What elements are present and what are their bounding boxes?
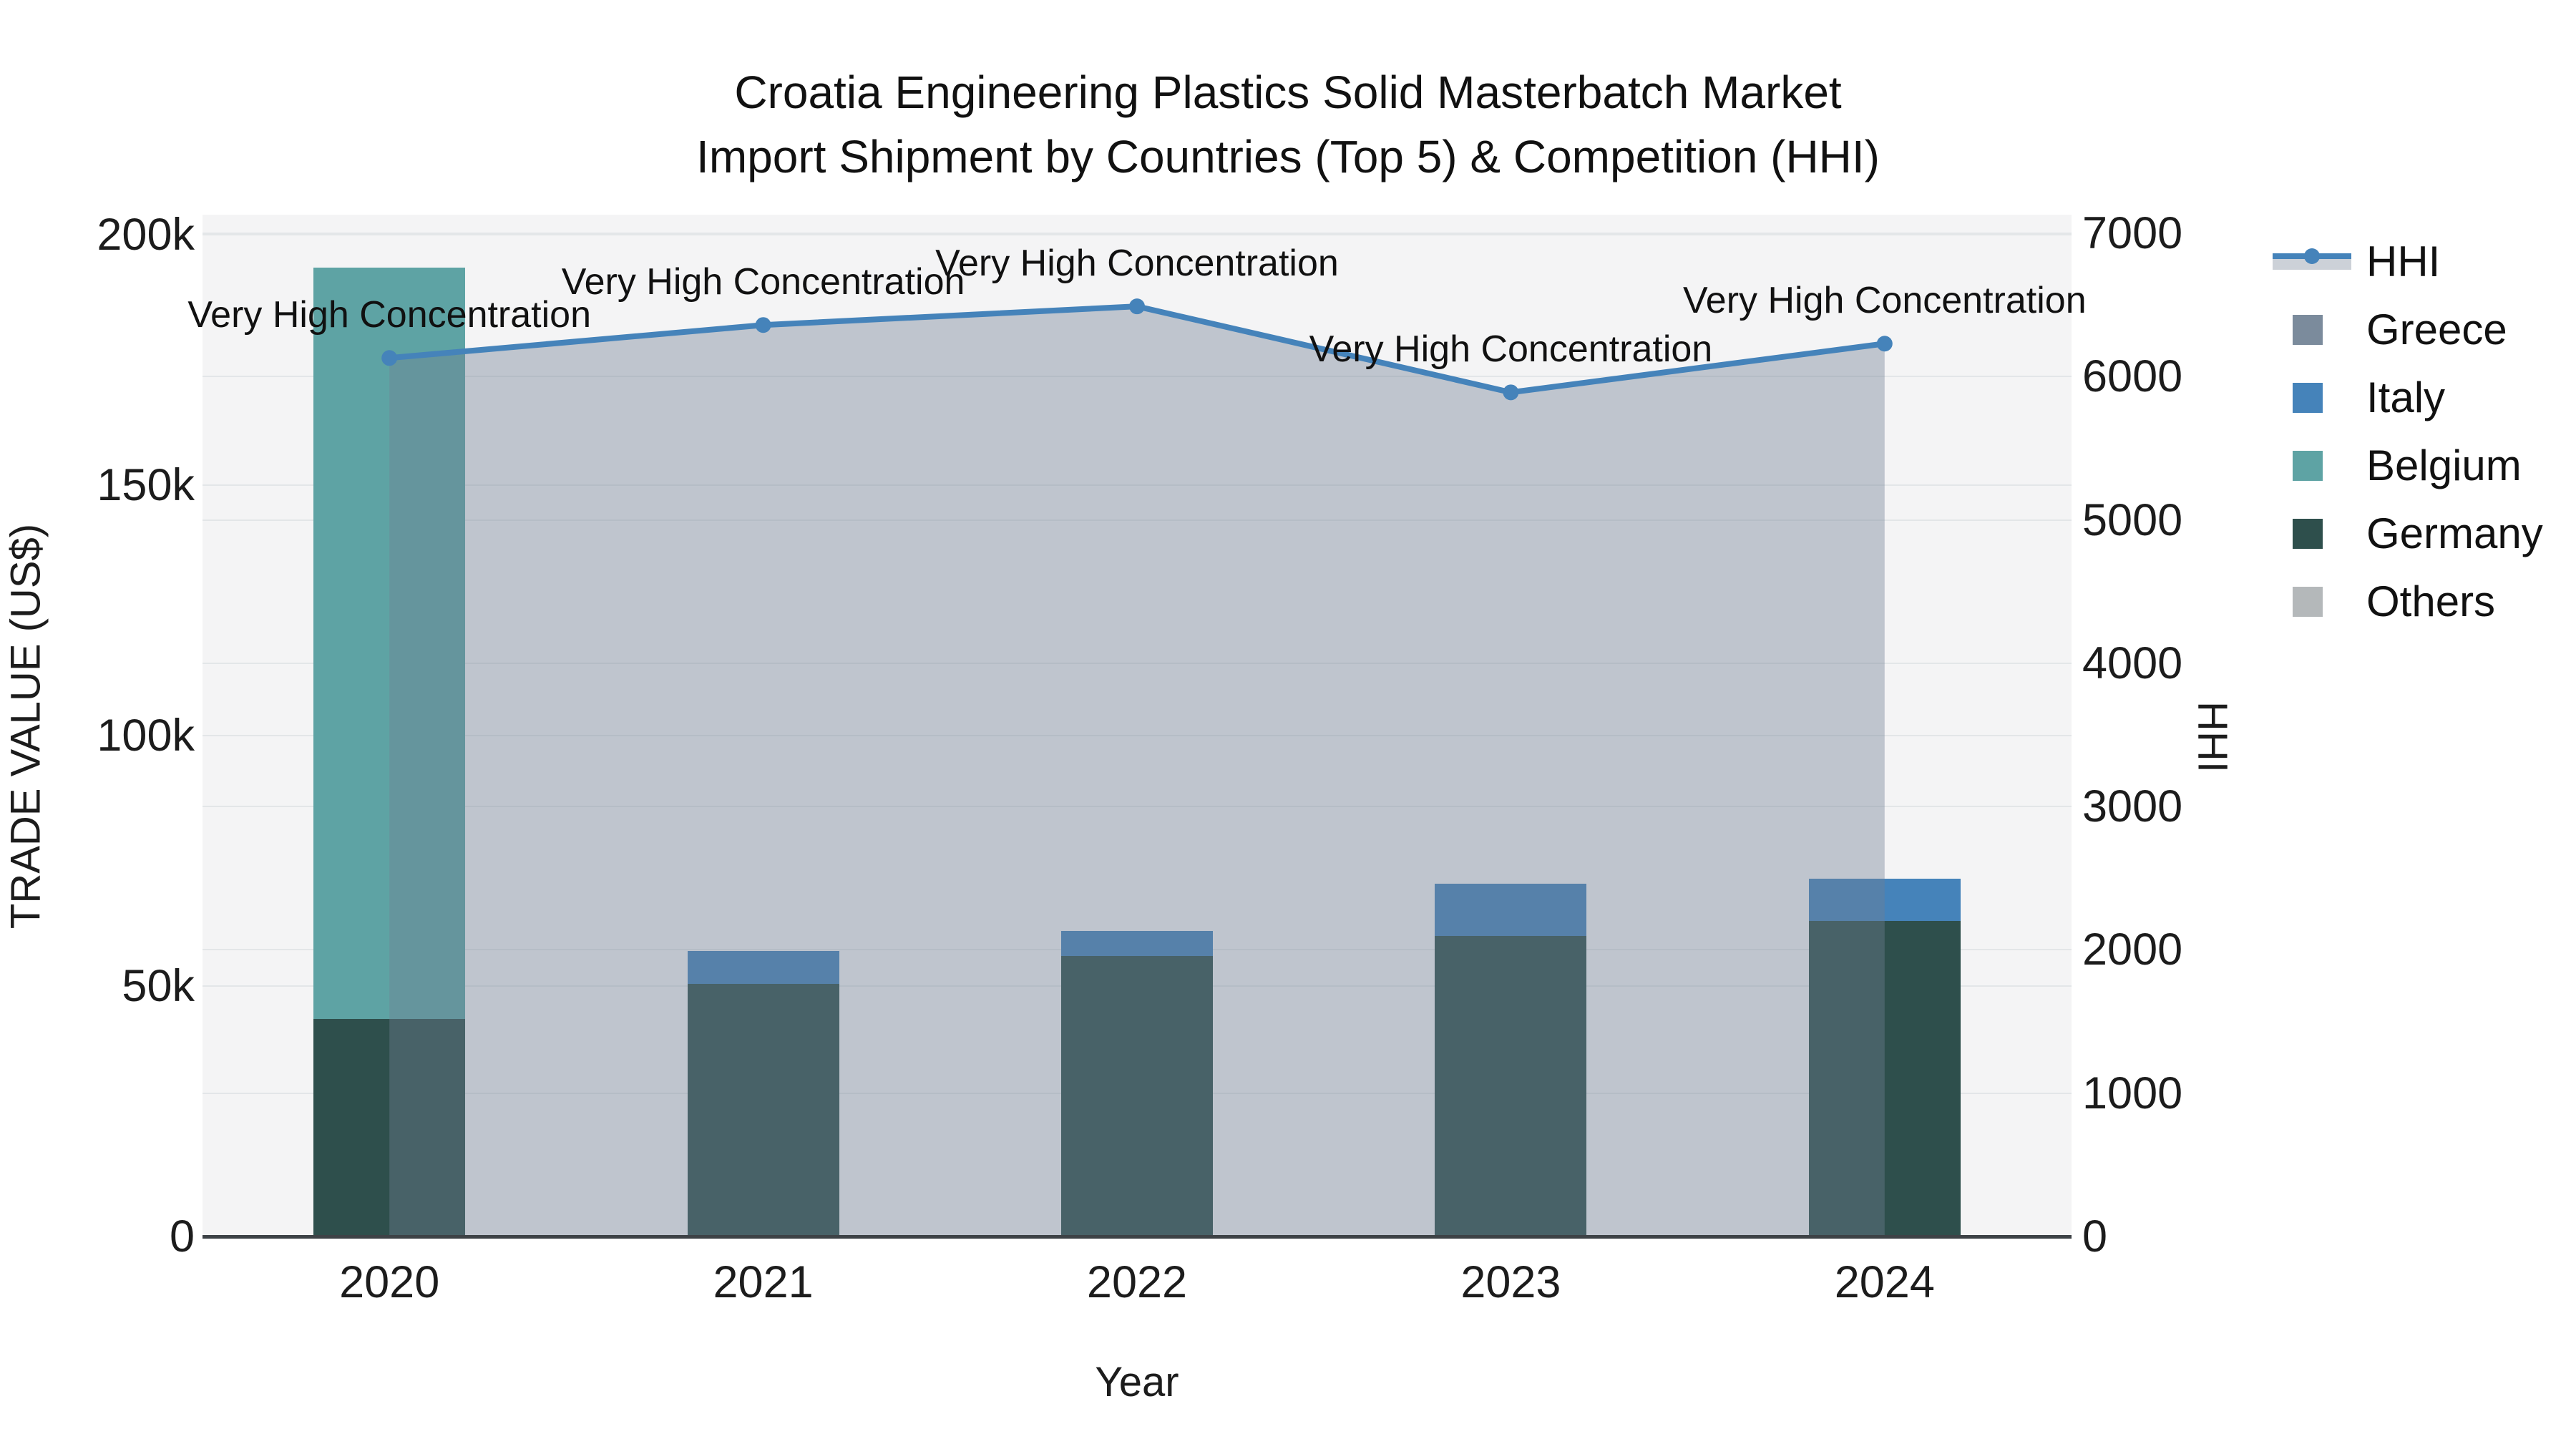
bar-segment-2021-italy — [687, 951, 839, 984]
gridline — [203, 735, 2072, 736]
bar-segment-2023-germany — [1435, 936, 1587, 1236]
bar-segment-2024-germany — [1808, 921, 1961, 1236]
legend-swatch-icon — [2273, 585, 2355, 618]
legend-label: HHI — [2366, 238, 2441, 286]
hhi-area-fill — [389, 306, 1885, 1236]
hhi-marker-2024 — [1876, 336, 1893, 352]
y-axis-left-title: TRADE VALUE (US$) — [2, 523, 49, 930]
x-axis-title: Year — [1095, 1359, 1179, 1405]
y-right-tick-label: 0 — [2082, 1211, 2108, 1262]
legend-swatch-icon — [2273, 381, 2355, 414]
x-axis-line — [203, 1235, 2072, 1239]
y-left-tick-label: 50k — [122, 961, 195, 1011]
x-tick-label-2024: 2024 — [1834, 1257, 1935, 1307]
hhi-marker-2023 — [1503, 384, 1519, 401]
chart-title-line1: Croatia Engineering Plastics Solid Maste… — [734, 67, 1842, 118]
hhi-marker-2022 — [1129, 298, 1145, 315]
y-left-tick-label: 150k — [97, 460, 195, 510]
annotation-very-high-concentration: Very High Concentration — [1682, 280, 2087, 322]
legend-item-germany[interactable]: Germany — [2273, 499, 2543, 567]
y-axis-right-title: HHI — [2189, 701, 2236, 773]
x-tick-label-2023: 2023 — [1460, 1257, 1561, 1307]
bar-segment-2020-belgium — [313, 267, 466, 1019]
legend-area-band — [2273, 258, 2351, 270]
legend-swatch — [2293, 450, 2323, 481]
legend-swatch-icon — [2273, 449, 2355, 482]
legend-swatch — [2293, 314, 2323, 345]
legend-item-greece[interactable]: Greece — [2273, 296, 2543, 364]
gridline — [203, 234, 2072, 235]
y-left-tick-label: 0 — [169, 1211, 195, 1262]
x-tick-label-2022: 2022 — [1086, 1257, 1188, 1307]
annotation-very-high-concentration: Very High Concentration — [187, 294, 592, 336]
hhi-marker-2021 — [755, 317, 771, 333]
gridline — [203, 519, 2072, 521]
legend-swatch — [2293, 586, 2323, 617]
legend-swatch-icon — [2273, 313, 2355, 346]
legend-swatch — [2293, 382, 2323, 413]
legend-label: Belgium — [2366, 441, 2522, 489]
legend-label: Italy — [2366, 374, 2446, 421]
annotation-very-high-concentration: Very High Concentration — [561, 261, 965, 303]
legend-item-others[interactable]: Others — [2273, 567, 2543, 635]
gridline — [203, 376, 2072, 378]
bar-segment-2022-italy — [1061, 931, 1213, 956]
bar-segment-2020-germany — [313, 1018, 466, 1236]
hhi-marker-2020 — [381, 350, 398, 366]
y-left-tick-label: 100k — [97, 711, 195, 761]
legend-item-belgium[interactable]: Belgium — [2273, 431, 2543, 499]
y-right-tick-label: 5000 — [2082, 494, 2183, 545]
y-right-tick-label: 1000 — [2082, 1068, 2183, 1118]
legend-line-marker-icon — [2273, 245, 2355, 278]
x-tick-label-2021: 2021 — [713, 1257, 814, 1307]
y-right-tick-label: 7000 — [2082, 208, 2183, 259]
legend-item-hhi[interactable]: HHI — [2273, 228, 2543, 296]
hhi-line-layer — [381, 298, 1893, 1236]
x-tick-label-2020: 2020 — [339, 1257, 440, 1307]
annotation-very-high-concentration: Very High Concentration — [935, 243, 1339, 285]
y-right-tick-label: 4000 — [2082, 638, 2183, 688]
y-right-tick-label: 2000 — [2082, 924, 2183, 975]
gridline — [203, 806, 2072, 808]
legend-label: Germany — [2366, 509, 2543, 557]
bar-segment-2024-italy — [1808, 878, 1961, 921]
chart-title-line2: Import Shipment by Countries (Top 5) & C… — [696, 131, 1880, 182]
legend-label: Others — [2366, 577, 2496, 625]
gridline — [203, 484, 2072, 486]
plot-area: Very High Concentration Very High Concent… — [187, 215, 2087, 1239]
y-right-tick-label: 6000 — [2082, 351, 2183, 402]
bar-segment-2021-germany — [687, 983, 839, 1236]
legend-line-dot — [2304, 248, 2320, 264]
legend: HHI Greece Italy Belgium Germany Others — [2273, 228, 2543, 635]
legend-swatch-icon — [2273, 517, 2355, 550]
annotation-very-high-concentration: Very High Concentration — [1309, 328, 1713, 371]
legend-swatch — [2293, 518, 2323, 549]
bar-segment-2023-italy — [1435, 883, 1587, 936]
legend-label: Greece — [2366, 306, 2507, 353]
y-left-tick-label: 200k — [97, 210, 195, 260]
legend-item-italy[interactable]: Italy — [2273, 364, 2543, 431]
y-right-tick-label: 3000 — [2082, 781, 2183, 832]
gridline — [203, 662, 2072, 664]
gridline — [203, 233, 2072, 235]
bar-segment-2022-germany — [1061, 956, 1213, 1236]
